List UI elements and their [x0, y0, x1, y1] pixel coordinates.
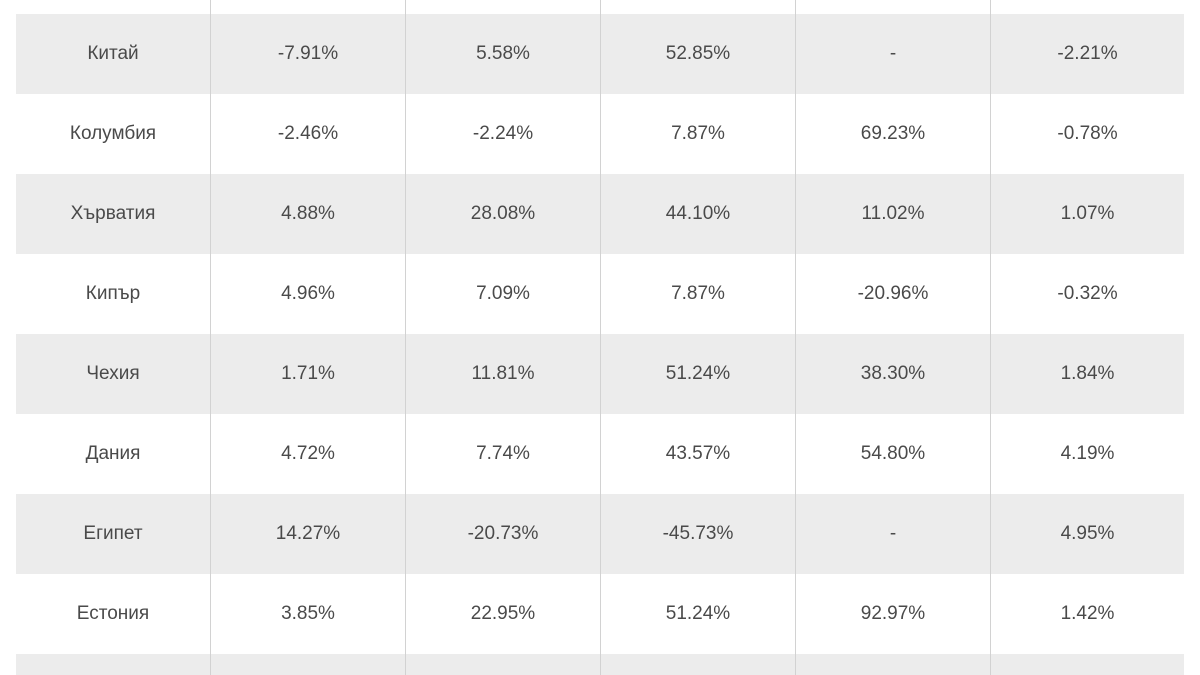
- value-cell: 1.42%: [1060, 603, 1115, 624]
- country-cell: Колумбия: [16, 94, 211, 174]
- value-cell: -20.73%: [406, 494, 601, 574]
- value-cell: -20.96%: [796, 254, 991, 334]
- country-cell: Китай: [16, 14, 211, 94]
- table-row: Египет 14.27% -20.73% -45.73% - 4.95%: [16, 494, 1184, 574]
- value-cell: 14.27%: [211, 494, 406, 574]
- value-cell: 7.87%: [601, 254, 796, 334]
- value-cell: 3.85%: [211, 574, 406, 654]
- table-cell: [991, 0, 1184, 14]
- country-cell: Египет: [16, 494, 211, 574]
- value-cell: -2.24%: [406, 94, 601, 174]
- country-cell: Чехия: [16, 334, 211, 414]
- value-cell: 28.08%: [406, 174, 601, 254]
- value-cell: -2.46%: [211, 94, 406, 174]
- value-cell: 11.02%: [796, 174, 991, 254]
- value-cell: -2.21%: [1057, 43, 1118, 64]
- country-cell: Естония: [16, 574, 211, 654]
- value-cell: -45.73%: [601, 494, 796, 574]
- value-cell: -: [796, 494, 991, 574]
- value-cell: 1.07%: [1060, 203, 1115, 224]
- table-row: Китай -7.91% 5.58% 52.85% - -2.21%: [16, 14, 1184, 94]
- value-cell: 4.72%: [211, 414, 406, 494]
- value-cell: 51.24%: [601, 334, 796, 414]
- value-cell: -: [796, 14, 991, 94]
- value-cell: 7.09%: [406, 254, 601, 334]
- table-cell: [991, 654, 1184, 675]
- table-cell: [796, 0, 991, 14]
- value-cell: 38.30%: [796, 334, 991, 414]
- value-cell: 5.58%: [406, 14, 601, 94]
- country-cell: Хърватия: [16, 174, 211, 254]
- country-cell: Дания: [16, 414, 211, 494]
- value-cell: -0.78%: [1057, 123, 1118, 144]
- table-row-partial-bottom: [16, 654, 1184, 675]
- value-cell: 7.87%: [601, 94, 796, 174]
- value-cell: 51.24%: [601, 574, 796, 654]
- returns-table: Китай -7.91% 5.58% 52.85% - -2.21% Колум…: [16, 0, 1184, 675]
- value-cell: -0.32%: [1057, 283, 1118, 304]
- table-cell: [16, 654, 211, 675]
- table-row: Колумбия -2.46% -2.24% 7.87% 69.23% -0.7…: [16, 94, 1184, 174]
- value-cell: 44.10%: [601, 174, 796, 254]
- table-row-partial-top: [16, 0, 1184, 14]
- value-cell: 52.85%: [601, 14, 796, 94]
- table-cell: [406, 0, 601, 14]
- table-row: Хърватия 4.88% 28.08% 44.10% 11.02% 1.07…: [16, 174, 1184, 254]
- value-cell: 1.84%: [1060, 363, 1115, 384]
- value-cell: 4.19%: [1060, 443, 1115, 464]
- table-cell: [211, 654, 406, 675]
- table-row: Естония 3.85% 22.95% 51.24% 92.97% 1.42%: [16, 574, 1184, 654]
- value-cell: 1.71%: [211, 334, 406, 414]
- value-cell: 11.81%: [406, 334, 601, 414]
- value-cell: 7.74%: [406, 414, 601, 494]
- table-cell: [16, 0, 211, 14]
- value-cell: 4.95%: [1060, 523, 1115, 544]
- table-row: Кипър 4.96% 7.09% 7.87% -20.96% -0.32%: [16, 254, 1184, 334]
- value-cell: 43.57%: [601, 414, 796, 494]
- table-cell: [211, 0, 406, 14]
- value-cell: 92.97%: [796, 574, 991, 654]
- value-cell: 4.96%: [211, 254, 406, 334]
- value-cell: 69.23%: [796, 94, 991, 174]
- value-cell: -7.91%: [211, 14, 406, 94]
- table-row: Дания 4.72% 7.74% 43.57% 54.80% 4.19%: [16, 414, 1184, 494]
- table-cell: [406, 654, 601, 675]
- value-cell: 54.80%: [796, 414, 991, 494]
- table-cell: [796, 654, 991, 675]
- value-cell: 4.88%: [211, 174, 406, 254]
- table-cell: [601, 654, 796, 675]
- value-cell: 22.95%: [406, 574, 601, 654]
- table-cell: [601, 0, 796, 14]
- country-cell: Кипър: [16, 254, 211, 334]
- table-row: Чехия 1.71% 11.81% 51.24% 38.30% 1.84%: [16, 334, 1184, 414]
